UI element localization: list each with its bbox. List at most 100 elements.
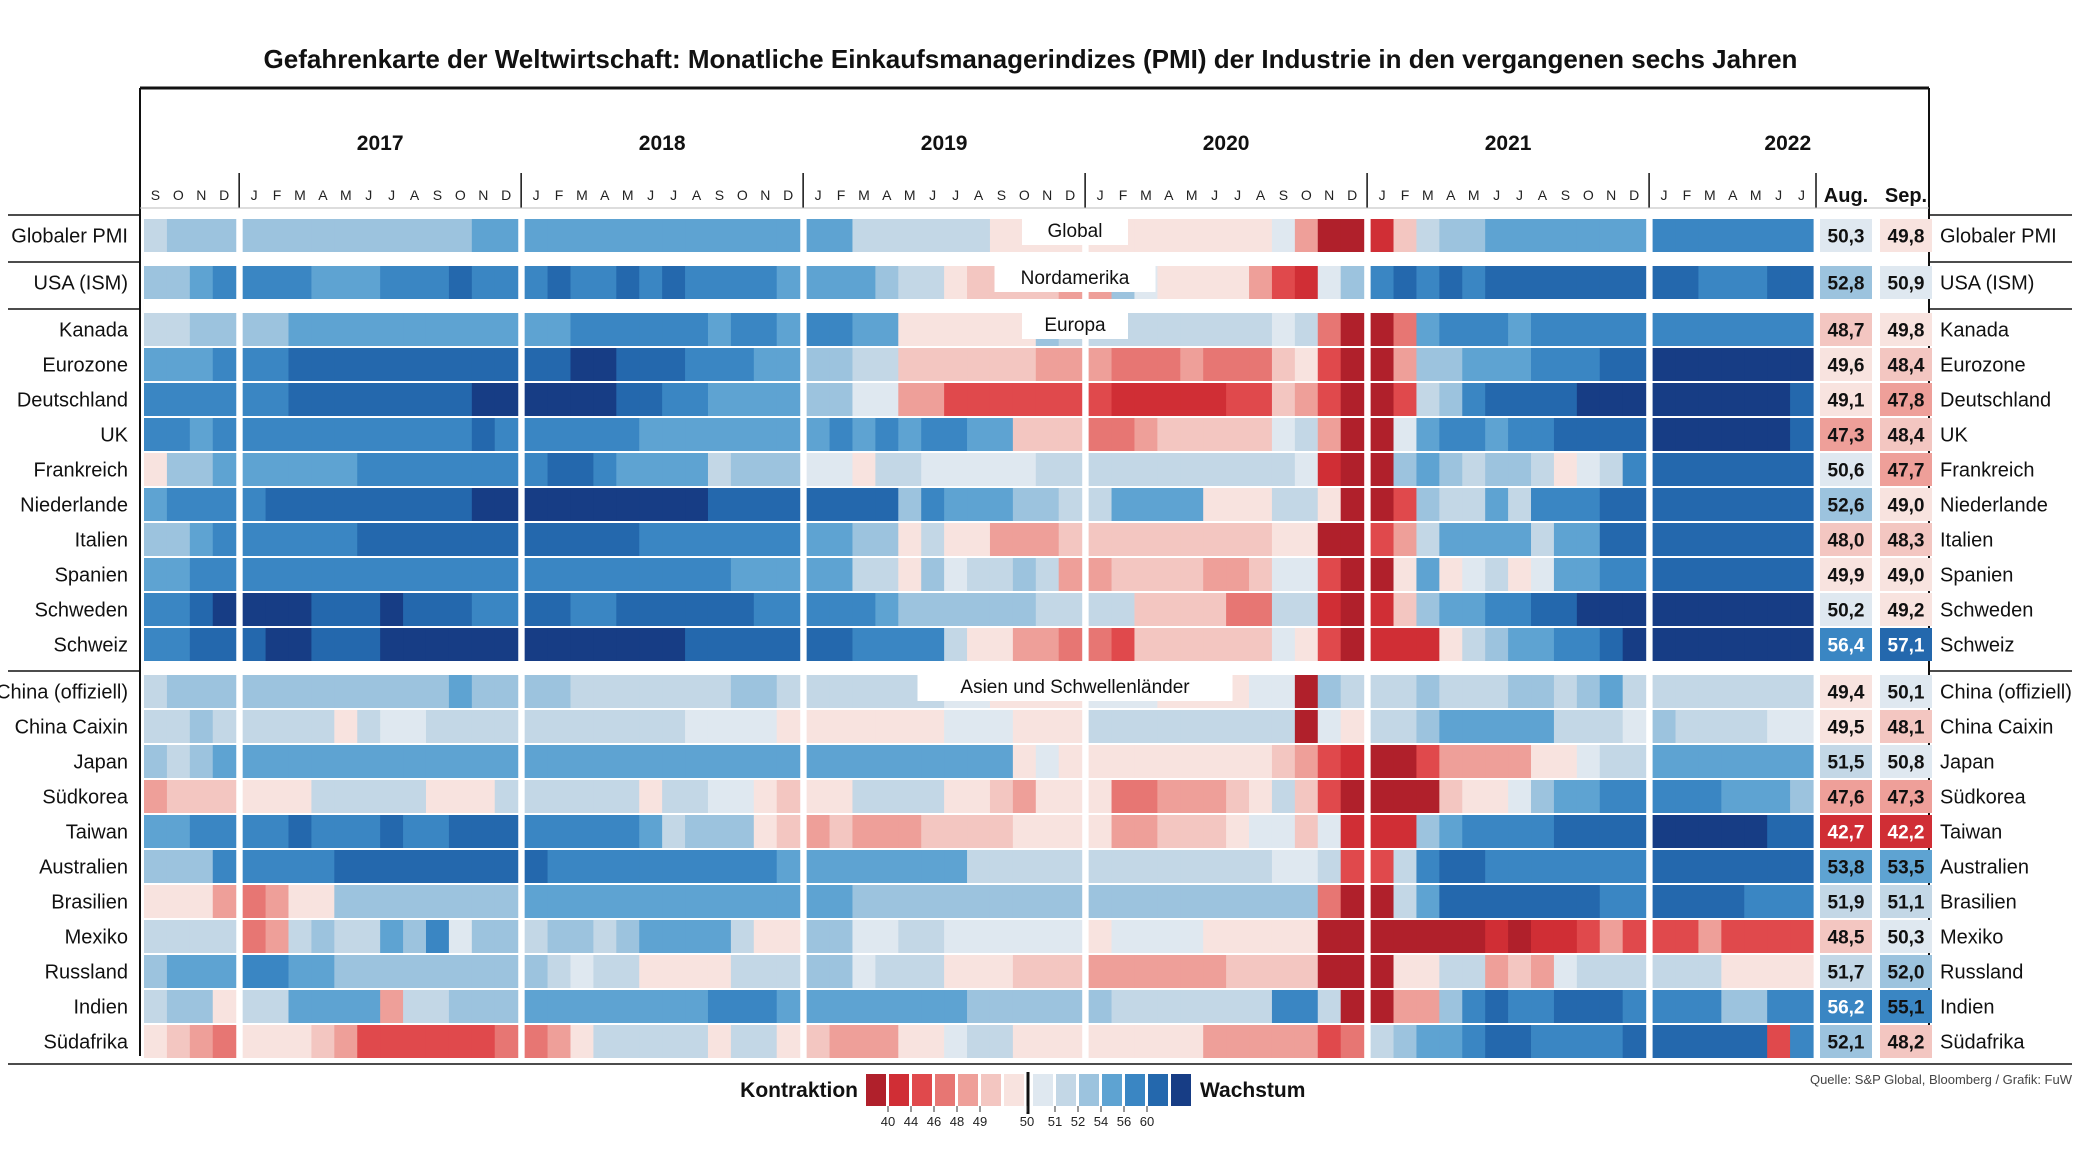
heat-cell — [471, 885, 496, 918]
heat-cell — [380, 885, 404, 918]
heat-cell — [1721, 920, 1745, 953]
heat-cell — [875, 850, 899, 883]
heat-cell — [1416, 1025, 1440, 1058]
heat-cell — [448, 313, 473, 346]
row-label-right: Russland — [1940, 962, 2023, 984]
heat-cell — [1157, 990, 1181, 1023]
heat-cell — [1370, 1025, 1395, 1058]
row-label-right: Südkorea — [1940, 787, 2026, 809]
heat-cell — [707, 266, 732, 299]
heat-cell — [1675, 266, 1700, 299]
legend-tick-label: 56 — [1117, 1114, 1131, 1129]
heat-cell — [1340, 815, 1365, 848]
heat-cell — [616, 488, 640, 521]
heat-cell — [547, 558, 572, 591]
heat-cell — [1508, 780, 1532, 813]
heat-cell — [1622, 780, 1647, 813]
value-box — [1820, 219, 1872, 252]
heat-cell — [1203, 453, 1227, 486]
heat-cell — [212, 313, 237, 346]
heat-cell — [1134, 523, 1158, 556]
heat-cell — [1508, 1025, 1532, 1058]
heat-cell — [1416, 453, 1440, 486]
heat-cell — [1508, 488, 1532, 521]
heat-cell — [1393, 488, 1418, 521]
heat-cell — [730, 675, 755, 708]
heat-cell — [898, 593, 922, 626]
heat-cell — [1790, 488, 1814, 521]
heat-cell — [852, 418, 876, 451]
heat-cell — [189, 675, 214, 708]
heat-cell — [166, 955, 191, 988]
heat-cell — [1294, 885, 1319, 918]
heat-cell — [334, 558, 358, 591]
heat-cell — [1249, 780, 1273, 813]
month-label: S — [151, 187, 160, 203]
row-label-left: Indien — [74, 997, 129, 1019]
heat-cell — [1721, 850, 1745, 883]
heat-cell — [730, 850, 755, 883]
heat-cell — [1531, 488, 1555, 521]
heat-cell — [380, 990, 404, 1023]
heat-cell — [448, 675, 473, 708]
heat-cell — [829, 745, 854, 778]
heat-cell — [898, 675, 922, 708]
heat-cell — [806, 453, 831, 486]
heat-cell — [852, 675, 876, 708]
heat-cell — [1393, 523, 1418, 556]
month-label: D — [783, 187, 793, 203]
heat-cell — [1652, 488, 1677, 521]
heat-cell — [1317, 593, 1342, 626]
legend-tick-label: 51 — [1048, 1114, 1062, 1129]
heat-cell — [776, 920, 801, 953]
heat-cell — [1012, 593, 1037, 626]
heat-cell — [806, 219, 831, 252]
heat-cell — [639, 1025, 663, 1058]
heat-cell — [311, 558, 335, 591]
heat-cell — [1294, 558, 1319, 591]
heat-cell — [1249, 383, 1273, 416]
heat-cell — [921, 955, 945, 988]
heat-cell — [1416, 266, 1440, 299]
heat-cell — [1744, 990, 1768, 1023]
legend-tick-label: 40 — [881, 1114, 895, 1129]
heat-cell — [1439, 219, 1463, 252]
heat-cell — [288, 219, 313, 252]
heat-cell — [1180, 219, 1204, 252]
heat-cell — [1553, 383, 1578, 416]
heat-cell — [1134, 418, 1158, 451]
heat-cell — [1698, 780, 1722, 813]
heat-cell — [967, 383, 991, 416]
heat-cell — [639, 348, 663, 381]
heat-cell — [1035, 710, 1060, 743]
heat-cell — [1370, 523, 1395, 556]
heat-cell — [685, 313, 709, 346]
row-label-left: Frankreich — [34, 460, 128, 482]
heat-cell — [242, 920, 267, 953]
legend-tick-label: 48 — [950, 1114, 964, 1129]
heat-cell — [242, 955, 267, 988]
heat-cell — [1652, 628, 1677, 661]
heat-cell — [1012, 383, 1037, 416]
heat-cell — [776, 780, 801, 813]
heat-cell — [593, 628, 617, 661]
heat-cell — [380, 1025, 404, 1058]
month-label: O — [737, 187, 748, 203]
heat-cell — [189, 418, 214, 451]
month-label: J — [388, 187, 395, 203]
heat-cell — [1226, 815, 1250, 848]
heat-cell — [1439, 593, 1463, 626]
heat-cell — [1790, 675, 1814, 708]
heat-cell — [829, 523, 854, 556]
heat-cell — [242, 745, 267, 778]
heat-cell — [616, 266, 640, 299]
heat-cell — [1698, 383, 1722, 416]
heat-cell — [1767, 990, 1791, 1023]
heat-cell — [944, 558, 968, 591]
heat-cell — [189, 1025, 214, 1058]
heat-cell — [403, 850, 427, 883]
heat-cell — [1180, 628, 1204, 661]
month-label: N — [1606, 187, 1616, 203]
heat-cell — [1576, 885, 1601, 918]
heat-cell — [311, 488, 335, 521]
